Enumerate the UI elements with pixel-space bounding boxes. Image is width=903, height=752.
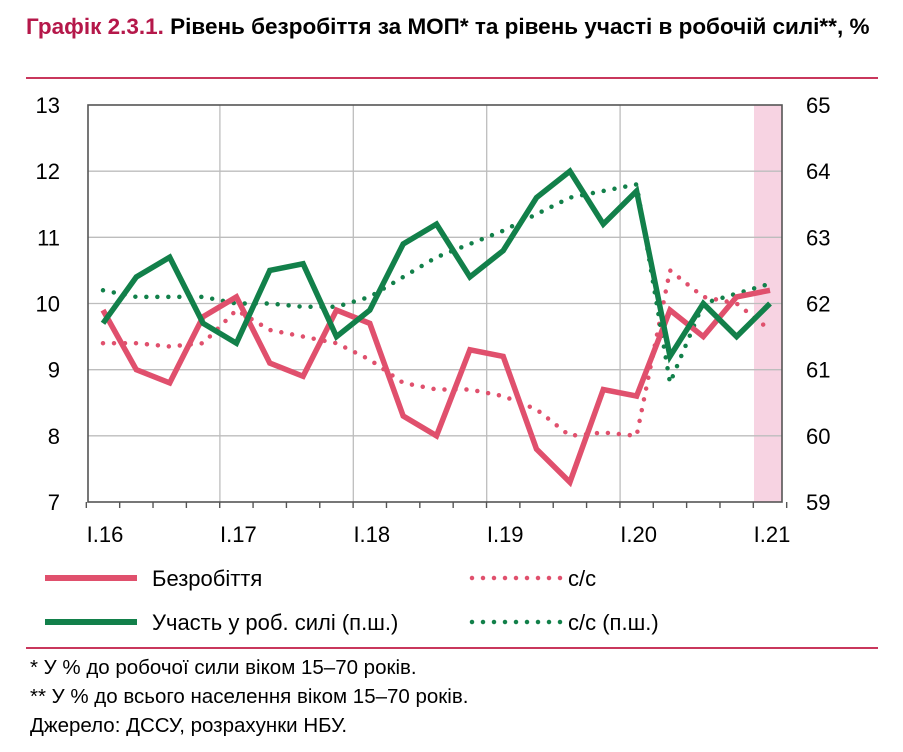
- y-right-tick-label: 62: [806, 292, 830, 317]
- y-left-tick-label: 13: [36, 93, 60, 118]
- footnote-unemployment: * У % до робочої сили віком 15–70 років.: [30, 656, 417, 679]
- x-tick-label: I.16: [87, 522, 124, 547]
- legend-label-2: с/с: [568, 566, 596, 591]
- legend-label-3: Участь у роб. силі (п.ш.): [152, 610, 398, 635]
- x-tick-label: I.18: [353, 522, 390, 547]
- y-right-tick-label: 63: [806, 225, 830, 250]
- legend-label-1: Безробіття: [152, 566, 262, 591]
- y-right-tick-label: 64: [806, 159, 830, 184]
- chart-title-number: Графік 2.3.1.: [26, 14, 164, 39]
- legend-label-4: с/с (п.ш.): [568, 610, 659, 635]
- x-tick-label: I.20: [620, 522, 657, 547]
- chart-title-text: Рівень безробіття за МОП* та рівень учас…: [163, 14, 870, 39]
- y-left-tick-label: 10: [36, 292, 60, 317]
- y-left-tick-label: 12: [36, 159, 60, 184]
- series-line-4: [100, 181, 773, 391]
- series-line-1: [100, 287, 771, 488]
- notes-divider: [26, 647, 878, 649]
- x-tick-label: I.17: [220, 522, 257, 547]
- y-right-tick-label: 65: [806, 93, 830, 118]
- footnotes: * У % до робочої сили віком 15–70 років.…: [30, 653, 468, 740]
- chart-title: Графік 2.3.1. Рівень безробіття за МОП* …: [26, 12, 886, 42]
- y-right-tick-label: 59: [806, 490, 830, 515]
- y-left-tick-label: 8: [48, 424, 60, 449]
- plot-frame: [87, 104, 783, 503]
- y-left-tick-label: 7: [48, 490, 60, 515]
- source-note: Джерело: ДССУ, розрахунки НБУ.: [30, 714, 348, 737]
- y-left-tick-label: 9: [48, 358, 60, 383]
- y-right-tick-label: 61: [806, 358, 830, 383]
- x-tick-label: I.21: [754, 522, 791, 547]
- x-tick-label: I.19: [487, 522, 524, 547]
- title-divider: [26, 77, 878, 79]
- y-left-tick-label: 11: [37, 225, 60, 250]
- footnote-participation: ** У % до всього населення віком 15–70 р…: [30, 685, 469, 708]
- series-line-3: [100, 167, 772, 364]
- y-right-tick-label: 60: [806, 424, 830, 449]
